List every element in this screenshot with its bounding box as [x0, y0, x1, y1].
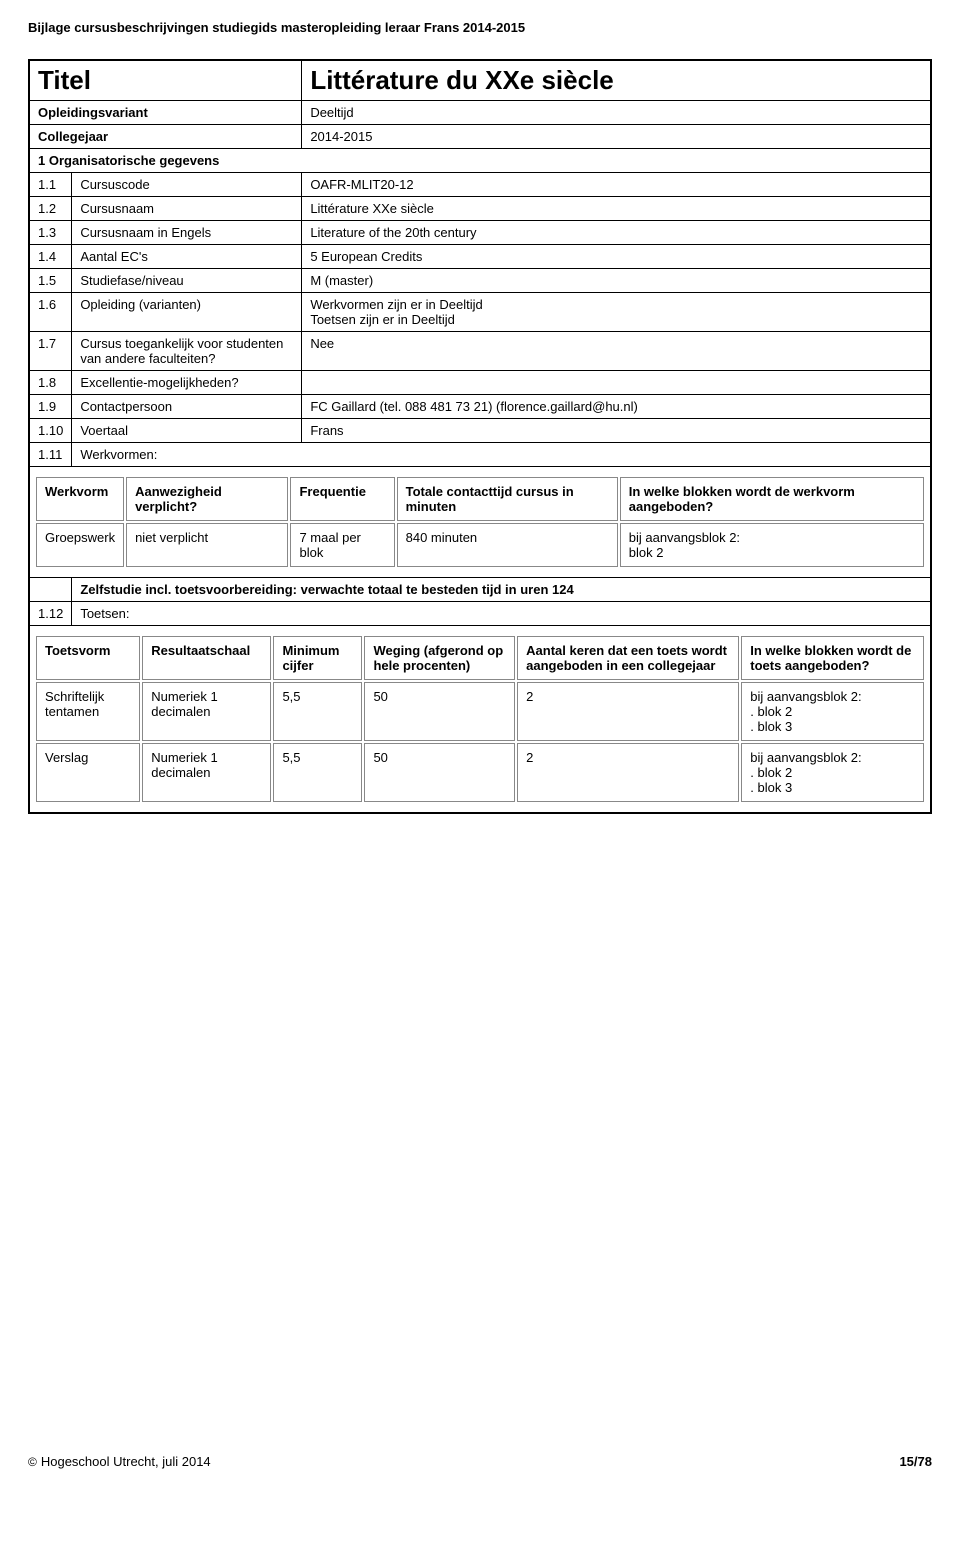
footer-left-text: Hogeschool Utrecht, juli 2014 [41, 1454, 211, 1469]
table-row: 1.12Toetsen: [29, 602, 931, 626]
row-value: OAFR-MLIT20-12 [302, 173, 931, 197]
page-header: Bijlage cursusbeschrijvingen studiegids … [28, 20, 932, 35]
t-h0: Toetsvorm [36, 636, 140, 680]
row-value [302, 371, 931, 395]
page-footer: © Hogeschool Utrecht, juli 2014 15/78 [28, 1454, 932, 1469]
wv-c2: 7 maal per blok [290, 523, 394, 567]
row-value: M (master) [302, 269, 931, 293]
title-value: Littérature du XXe siècle [302, 60, 931, 101]
t-h3: Weging (afgerond op hele procenten) [364, 636, 515, 680]
row-num: 1.8 [29, 371, 72, 395]
t-c0: Verslag [36, 743, 140, 802]
t-h1: Resultaatschaal [142, 636, 271, 680]
table-row: 1.3Cursusnaam in EngelsLiterature of the… [29, 221, 931, 245]
row-label: Studiefase/niveau [72, 269, 302, 293]
table-row: 1.4Aantal EC's5 European Credits [29, 245, 931, 269]
row-num: 1.5 [29, 269, 72, 293]
t-c1: Numeriek 1 decimalen [142, 682, 271, 741]
t-c3: 50 [364, 743, 515, 802]
wv-h2: Frequentie [290, 477, 394, 521]
t-c3: 50 [364, 682, 515, 741]
section-1: 1 Organisatorische gegevens [29, 149, 931, 173]
t-h5: In welke blokken wordt de toets aangebod… [741, 636, 924, 680]
row-num: 1.10 [29, 419, 72, 443]
row-label: Cursusnaam in Engels [72, 221, 302, 245]
row-num: 1.12 [29, 602, 72, 626]
zelfstudie-text: Zelfstudie incl. toetsvoorbereiding: ver… [72, 578, 931, 602]
table-row: 1.6Opleiding (varianten)Werkvormen zijn … [29, 293, 931, 332]
wv-c1: niet verplicht [126, 523, 288, 567]
wv-c4: bij aanvangsblok 2: blok 2 [620, 523, 924, 567]
row-num: 1.11 [29, 443, 72, 467]
table-row: Groepswerk niet verplicht 7 maal per blo… [36, 523, 924, 567]
row-label: Cursuscode [72, 173, 302, 197]
row-value: Werkvormen zijn er in Deeltijd Toetsen z… [302, 293, 931, 332]
wv-h1: Aanwezigheid verplicht? [126, 477, 288, 521]
t-c4: 2 [517, 743, 739, 802]
table-row: 1.8Excellentie-mogelijkheden? [29, 371, 931, 395]
wv-c0: Groepswerk [36, 523, 124, 567]
row-value: Literature of the 20th century [302, 221, 931, 245]
t-c5: bij aanvangsblok 2: . blok 2 . blok 3 [741, 682, 924, 741]
row-value: Frans [302, 419, 931, 443]
row-num: 1.1 [29, 173, 72, 197]
table-row: 1.7Cursus toegankelijk voor studenten va… [29, 332, 931, 371]
row-label: Toetsen: [72, 602, 931, 626]
table-row: 1.2CursusnaamLittérature XXe siècle [29, 197, 931, 221]
row-num: 1.3 [29, 221, 72, 245]
row-label: Werkvormen: [72, 443, 931, 467]
opleiding-label: Opleidingsvariant [29, 101, 302, 125]
empty-cell [29, 578, 72, 602]
table-row: Verslag Numeriek 1 decimalen 5,5 50 2 bi… [36, 743, 924, 802]
row-label: Cursus toegankelijk voor studenten van a… [72, 332, 302, 371]
wv-h0: Werkvorm [36, 477, 124, 521]
table-row: 1.5Studiefase/niveauM (master) [29, 269, 931, 293]
college-value: 2014-2015 [302, 125, 931, 149]
toetsen-cell: Toetsvorm Resultaatschaal Minimum cijfer… [29, 626, 931, 814]
table-row: Schriftelijk tentamen Numeriek 1 decimal… [36, 682, 924, 741]
wv-c3: 840 minuten [397, 523, 618, 567]
row-num: 1.7 [29, 332, 72, 371]
row-value: 5 European Credits [302, 245, 931, 269]
table-row: 1.9ContactpersoonFC Gaillard (tel. 088 4… [29, 395, 931, 419]
toetsen-table: Toetsvorm Resultaatschaal Minimum cijfer… [34, 634, 926, 804]
title-label: Titel [29, 60, 302, 101]
copyright-icon: © [28, 1455, 37, 1469]
t-c0: Schriftelijk tentamen [36, 682, 140, 741]
main-table: Titel Littérature du XXe siècle Opleidin… [28, 59, 932, 814]
werkvormen-cell: Werkvorm Aanwezigheid verplicht? Frequen… [29, 467, 931, 578]
opleiding-value: Deeltijd [302, 101, 931, 125]
table-row: 1.10VoertaalFrans [29, 419, 931, 443]
row-num: 1.4 [29, 245, 72, 269]
row-label: Voertaal [72, 419, 302, 443]
row-num: 1.2 [29, 197, 72, 221]
row-label: Opleiding (varianten) [72, 293, 302, 332]
page-number: 15/78 [899, 1454, 932, 1469]
wv-h4: In welke blokken wordt de werkvorm aange… [620, 477, 924, 521]
row-value: Nee [302, 332, 931, 371]
row-label: Cursusnaam [72, 197, 302, 221]
row-value: FC Gaillard (tel. 088 481 73 21) (floren… [302, 395, 931, 419]
row-label: Excellentie-mogelijkheden? [72, 371, 302, 395]
row-label: Aantal EC's [72, 245, 302, 269]
table-row: 1.11Werkvormen: [29, 443, 931, 467]
wv-h3: Totale contacttijd cursus in minuten [397, 477, 618, 521]
t-c4: 2 [517, 682, 739, 741]
t-c5: bij aanvangsblok 2: . blok 2 . blok 3 [741, 743, 924, 802]
t-h4: Aantal keren dat een toets wordt aangebo… [517, 636, 739, 680]
t-h2: Minimum cijfer [273, 636, 362, 680]
row-label: Contactpersoon [72, 395, 302, 419]
t-c1: Numeriek 1 decimalen [142, 743, 271, 802]
row-value: Littérature XXe siècle [302, 197, 931, 221]
college-label: Collegejaar [29, 125, 302, 149]
werkvormen-table: Werkvorm Aanwezigheid verplicht? Frequen… [34, 475, 926, 569]
t-c2: 5,5 [273, 743, 362, 802]
row-num: 1.6 [29, 293, 72, 332]
row-num: 1.9 [29, 395, 72, 419]
t-c2: 5,5 [273, 682, 362, 741]
table-row: 1.1CursuscodeOAFR-MLIT20-12 [29, 173, 931, 197]
